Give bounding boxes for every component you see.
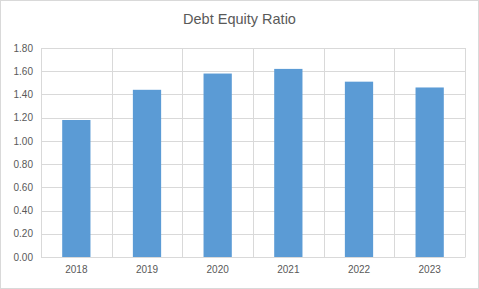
x-tick: 2022 [348, 257, 371, 275]
x-tick-label: 2022 [348, 264, 371, 275]
y-tick: 0.20 [14, 228, 41, 239]
category-divider [112, 48, 113, 257]
x-tick: 2018 [65, 257, 88, 275]
category-divider [394, 48, 395, 257]
grid-line [41, 257, 465, 258]
category-divider [465, 48, 466, 257]
bar [204, 74, 232, 257]
category-divider [182, 48, 183, 257]
x-axis: 2018 2019 2020 2021 2022 2023 [42, 257, 466, 275]
x-tick: 2019 [136, 257, 159, 275]
bar [416, 87, 444, 257]
category-divider [324, 48, 325, 257]
x-tick-label: 2020 [207, 264, 230, 275]
bar [62, 120, 90, 257]
chart-title: Debt Equity Ratio [183, 11, 296, 27]
x-tick: 2023 [419, 257, 442, 275]
y-tick-label: 0.80 [14, 159, 34, 170]
y-tick-label: 0.00 [14, 252, 34, 263]
y-tick: 1.00 [14, 136, 41, 147]
x-tick: 2020 [207, 257, 230, 275]
bar [133, 90, 161, 257]
y-axis-line [41, 49, 42, 258]
x-tick-label: 2019 [136, 264, 159, 275]
bars [62, 69, 444, 257]
x-tick-label: 2023 [419, 264, 442, 275]
plot: 0.00 0.20 0.40 0.60 0.80 1.00 1.20 1.40 1.60 1.80… [14, 43, 466, 275]
x-tick-label: 2021 [277, 264, 300, 275]
y-tick: 1.60 [14, 66, 41, 77]
y-tick-label: 0.20 [14, 228, 34, 239]
category-divider [41, 48, 42, 257]
category-dividers [42, 48, 466, 257]
y-tick: 1.40 [14, 89, 41, 100]
y-tick-label: 1.40 [14, 89, 34, 100]
y-tick-label: 0.60 [14, 182, 34, 193]
y-tick: 1.20 [14, 112, 41, 123]
x-axis-line [42, 257, 466, 258]
x-tick-label: 2018 [65, 264, 88, 275]
y-tick: 0.80 [14, 159, 41, 170]
y-tick-label: 0.40 [14, 205, 34, 216]
chart-border [1, 1, 479, 289]
y-tick: 0.40 [14, 205, 41, 216]
y-tick: 0.60 [14, 182, 41, 193]
y-tick-label: 1.60 [14, 66, 34, 77]
y-grid [41, 49, 465, 258]
y-tick-label: 1.20 [14, 112, 34, 123]
bar [274, 69, 302, 257]
bar [345, 82, 373, 257]
y-tick-label: 1.00 [14, 136, 34, 147]
chart: Debt Equity Ratio 0.00 0.20 0.40 0.60 0.80 1.0… [0, 0, 479, 289]
y-axis: 0.00 0.20 0.40 0.60 0.80 1.00 1.20 1.40 1.60 1.80 [14, 43, 42, 263]
x-tick: 2021 [277, 257, 300, 275]
y-tick: 1.80 [14, 43, 41, 54]
y-tick-label: 1.80 [14, 43, 34, 54]
category-divider [253, 48, 254, 257]
y-tick: 0.00 [14, 252, 41, 263]
